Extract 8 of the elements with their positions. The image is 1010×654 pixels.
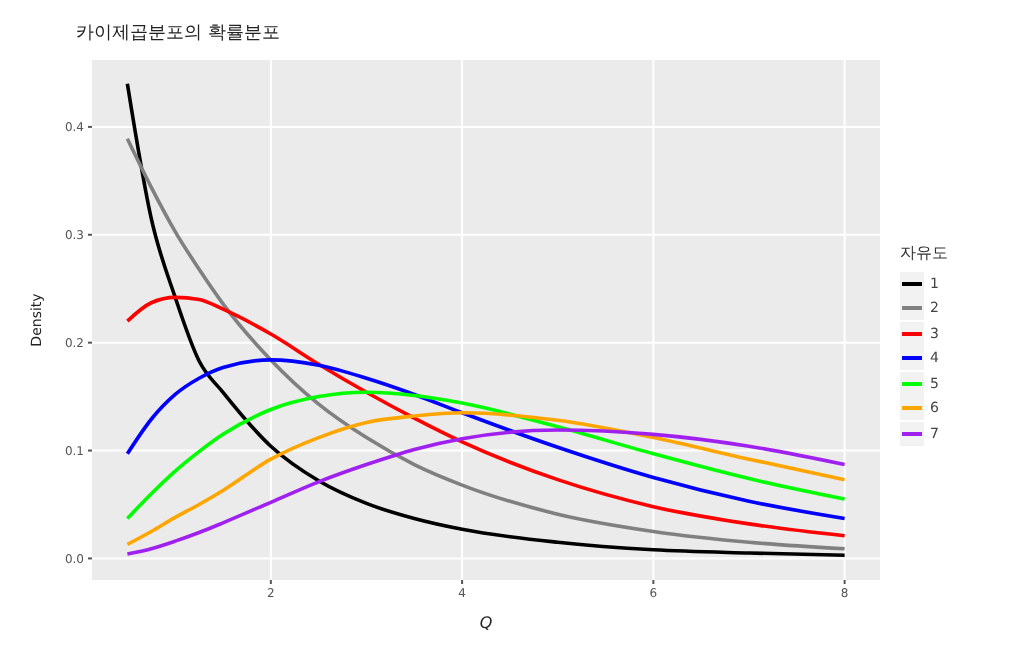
line-series: [125, 390, 847, 521]
line-series: [125, 295, 847, 538]
x-axis-title: Q: [479, 614, 493, 632]
chart-title: 카이제곱분포의 확률분포: [74, 22, 282, 48]
line-series: [125, 410, 847, 547]
legend-title: 자유도: [900, 242, 948, 265]
line-series: [125, 428, 847, 556]
line-series: [125, 358, 847, 521]
